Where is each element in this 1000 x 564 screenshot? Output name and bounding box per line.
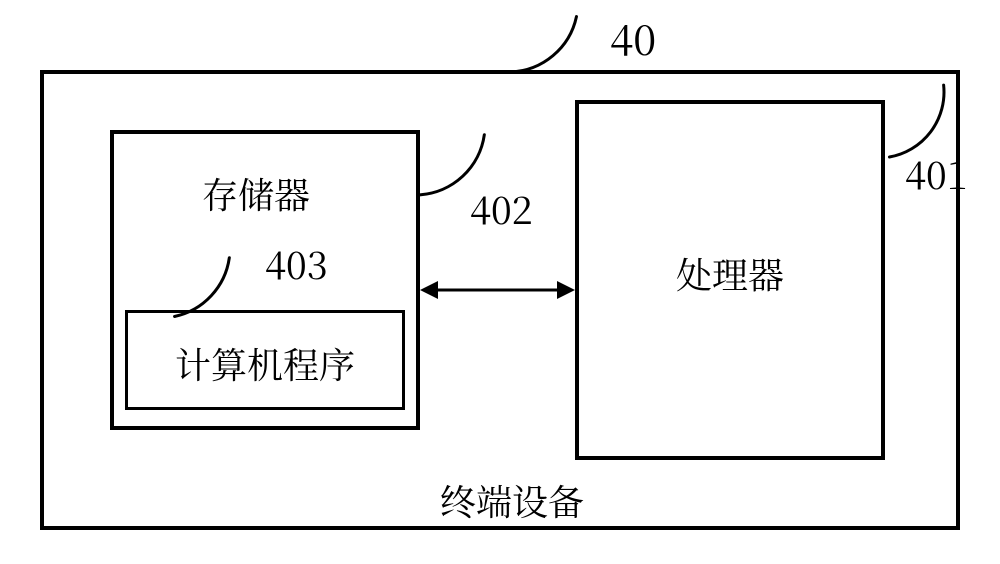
- computer-program-label: 计算机程序: [175, 338, 355, 389]
- diagram-canvas: 终端设备 40 存储器 402 计算机程序 403 处理器 401: [0, 0, 1000, 564]
- computer-program-ref: 403: [265, 235, 328, 290]
- terminal-device-ref: 40: [610, 8, 656, 68]
- memory-ref: 402: [470, 180, 533, 235]
- processor-label: 处理器: [676, 248, 784, 299]
- terminal-device-label: 终端设备: [440, 475, 584, 526]
- memory-label: 存储器: [202, 168, 310, 219]
- processor-ref: 401: [905, 145, 968, 200]
